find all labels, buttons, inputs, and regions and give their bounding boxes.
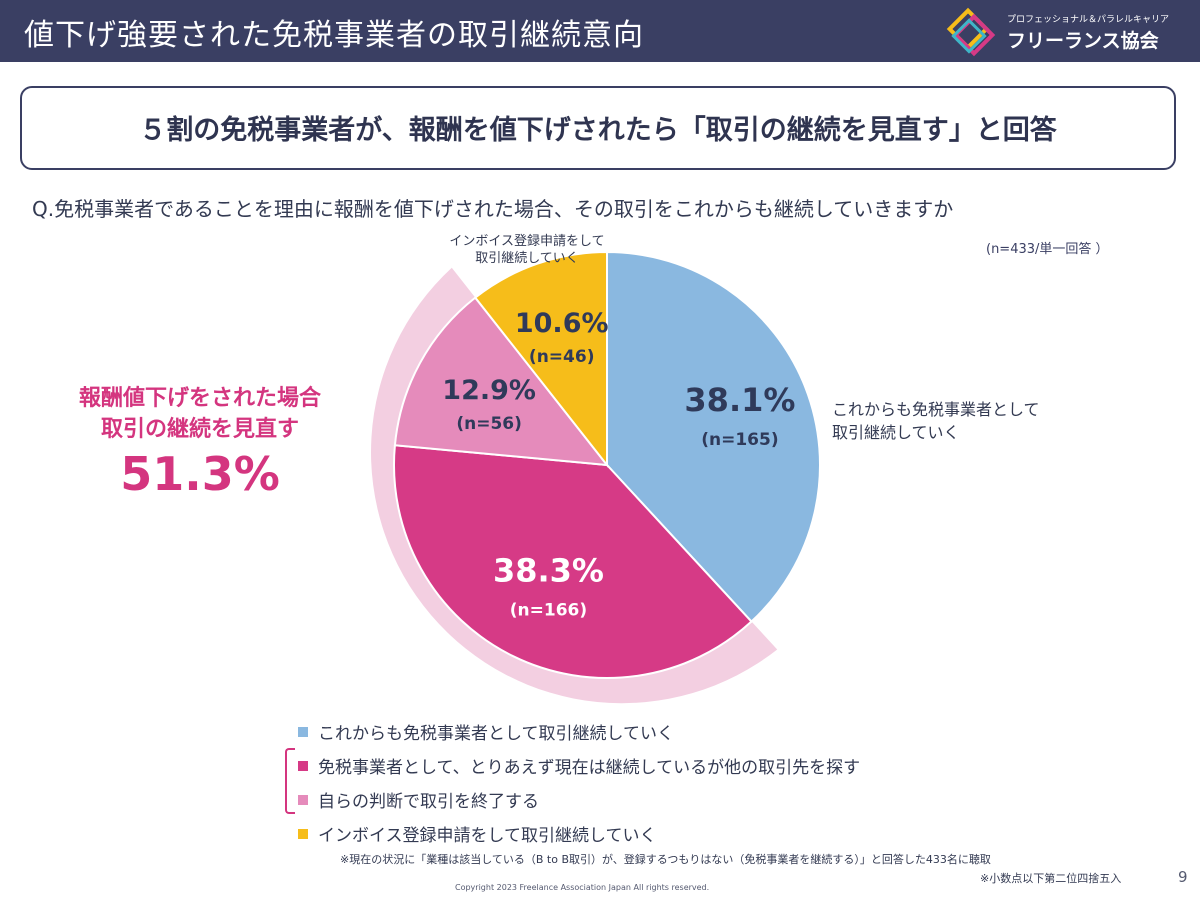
- logo-mark-icon: [946, 7, 996, 57]
- callout-continue-line2: 取引継続していく: [832, 423, 960, 442]
- slice-count-label: (n=56): [456, 414, 522, 434]
- slice-percent-label: 10.6%: [515, 308, 609, 339]
- page-title: 値下げ強要された免税事業者の取引継続意向: [24, 18, 644, 53]
- emphasis-callout: 報酬値下げをされた場合 取引の継続を見直す 51.3%: [40, 383, 360, 503]
- callout-continue-line1: これからも免税事業者として: [832, 400, 1040, 419]
- legend-swatch: [298, 761, 308, 771]
- headline: ５割の免税事業者が、報酬を値下げされたら「取引の継続を見直す」と回答: [139, 115, 1057, 146]
- headline-box: ５割の免税事業者が、報酬を値下げされたら「取引の継続を見直す」と回答: [20, 86, 1176, 170]
- pie-slice: [473, 250, 608, 468]
- footnote-rounding: ※小数点以下第二位四捨五入: [980, 872, 1122, 885]
- slice-count-label: (n=46): [529, 347, 595, 367]
- slice-percent-label: 38.1%: [684, 381, 795, 419]
- legend-swatch: [298, 829, 308, 839]
- callout-invoice-line2: 取引継続していく: [475, 251, 579, 266]
- legend-label: インボイス登録申請をして取引継続していく: [318, 826, 657, 846]
- survey-question: Q.免税事業者であることを理由に報酬を値下げされた場合、その取引をこれからも継続…: [32, 197, 954, 221]
- slice-percent-label: 38.3%: [493, 551, 604, 589]
- slice-count-label: (n=166): [510, 600, 587, 620]
- footnote-scope: ※現在の状況に「業種は該当している（B to B取引）が、登録するつもりはない（…: [340, 853, 991, 866]
- emphasis-value: 51.3%: [120, 447, 280, 501]
- header-bar: 値下げ強要された免税事業者の取引継続意向 プロフェッショナル＆パラレルキャリア …: [0, 0, 1200, 62]
- logo-name: フリーランス協会: [1007, 30, 1159, 52]
- legend-swatch: [298, 795, 308, 805]
- callout-invoice: インボイス登録申請をして 取引継続していく: [432, 233, 622, 267]
- legend-label: これからも免税事業者として取引継続していく: [318, 724, 674, 744]
- highlight-band: [371, 267, 778, 704]
- callout-invoice-line1: インボイス登録申請をして: [449, 234, 605, 249]
- pie-slice: [606, 250, 821, 623]
- slice-count-label: (n=165): [701, 430, 778, 450]
- callout-continue: これからも免税事業者として 取引継続していく: [832, 398, 1040, 444]
- pie-slice: [393, 444, 753, 679]
- sample-note: (n=433/単一回答 ）: [986, 242, 1109, 257]
- emphasis-line2: 取引の継続を見直す: [100, 417, 299, 442]
- slice-percent-label: 12.9%: [442, 375, 536, 406]
- logo-subtitle: プロフェッショナル＆パラレルキャリア: [1007, 15, 1170, 25]
- legend-label: 免税事業者として、とりあえず現在は継続しているが他の取引先を探す: [318, 758, 861, 778]
- emphasis-line1: 報酬値下げをされた場合: [78, 386, 321, 411]
- copyright: Copyright 2023 Freelance Association Jap…: [455, 883, 710, 892]
- page-number: 9: [1178, 868, 1188, 886]
- legend-bracket: [285, 748, 295, 814]
- legend-label: 自らの判断で取引を終了する: [318, 792, 539, 812]
- pie-slice: [393, 296, 610, 467]
- association-logo: プロフェッショナル＆パラレルキャリア フリーランス協会: [945, 4, 1195, 58]
- legend-swatch: [298, 727, 308, 737]
